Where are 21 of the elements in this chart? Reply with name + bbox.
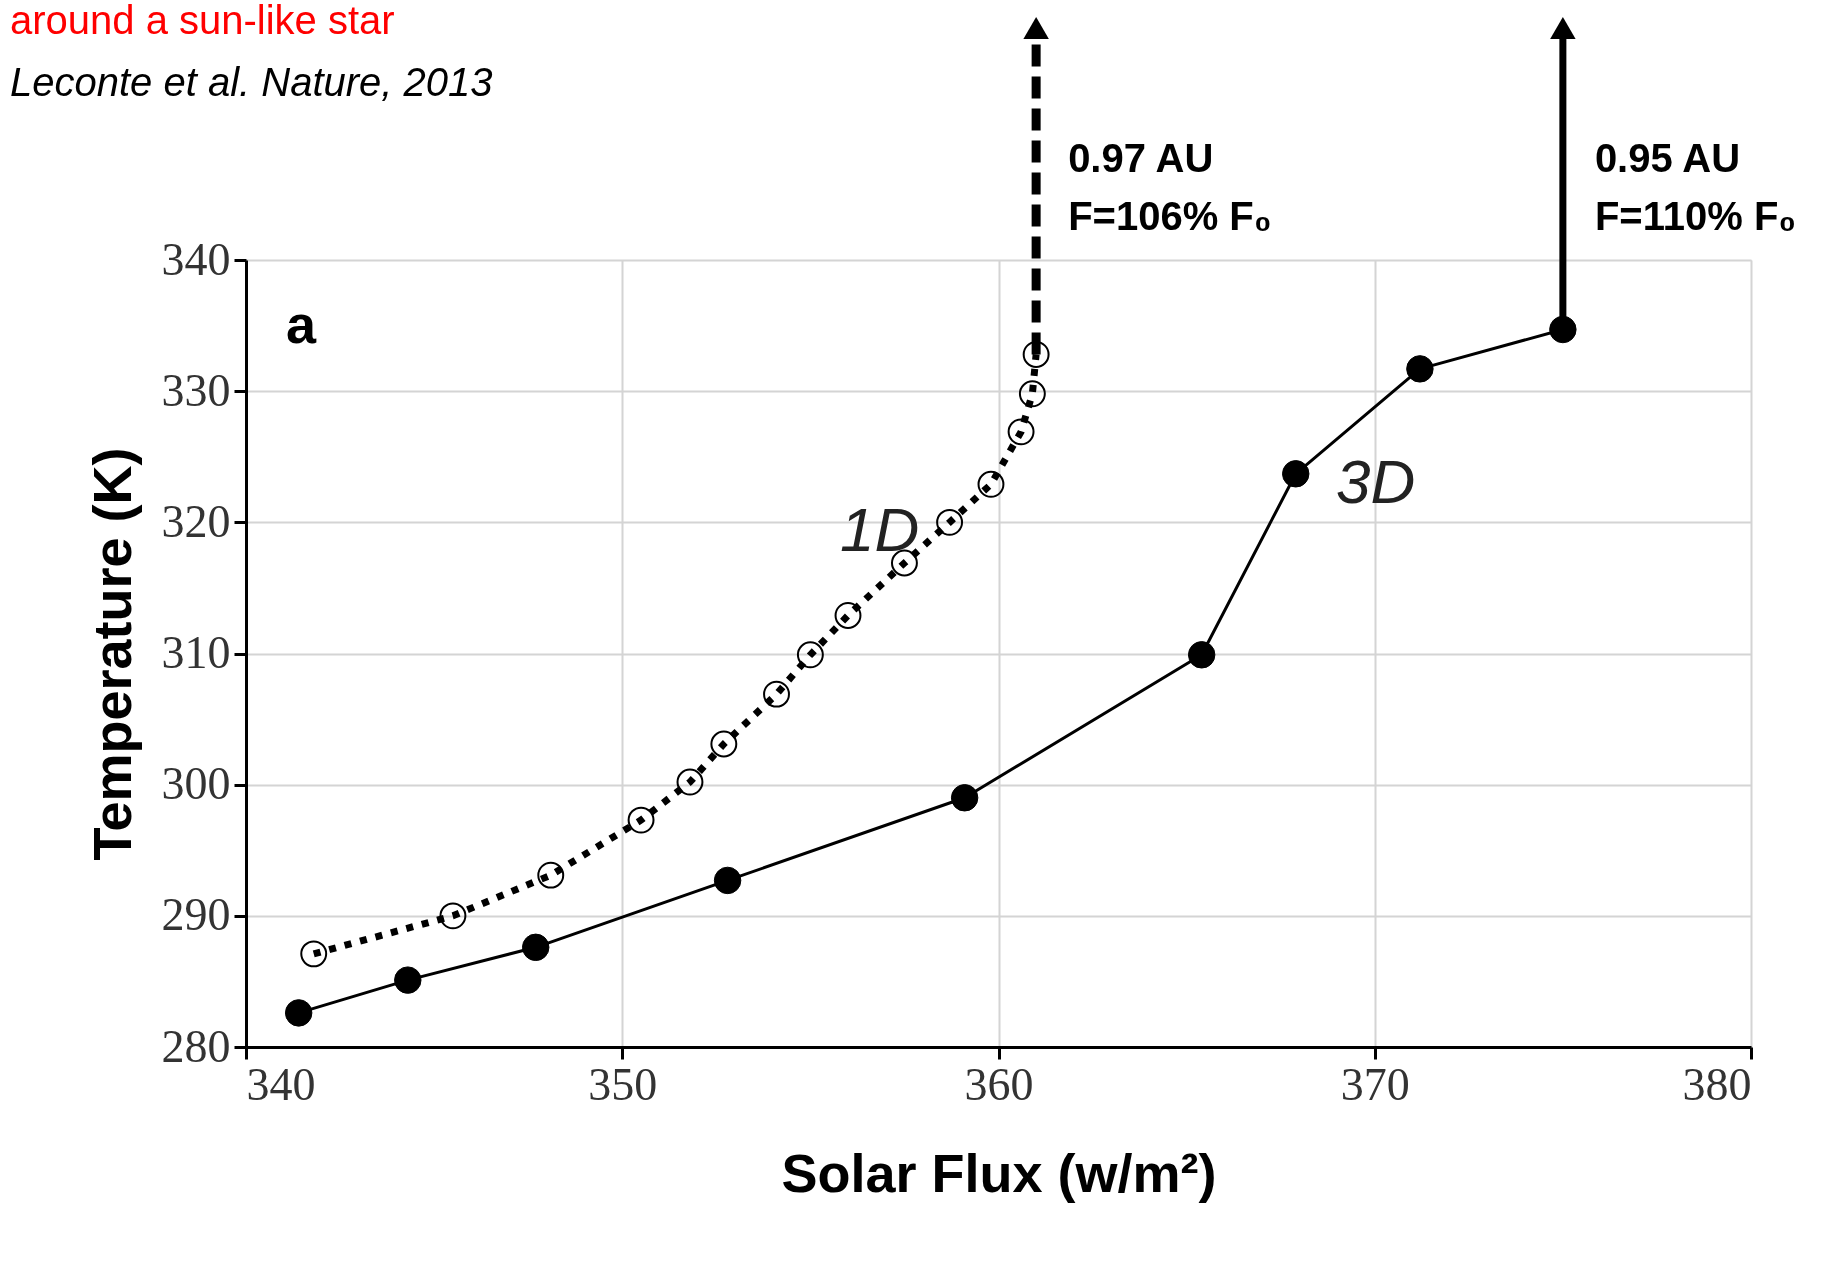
y-tick-label: 300 (161, 758, 231, 810)
x-tick-label: 340 (246, 1058, 316, 1110)
x-tick-label: 380 (1682, 1058, 1752, 1110)
y-tick-label: 310 (161, 627, 231, 678)
text: 0.97 AU F=106% F₀ (1068, 136, 1272, 238)
y-tick-label: 340 (161, 233, 231, 285)
series-label: 3D (1336, 446, 1416, 516)
y-axis-title: Temperature (K) (81, 447, 142, 861)
x-axis-title: Solar Flux (w/m²) (781, 1142, 1217, 1203)
x-tick-label: 360 (964, 1058, 1034, 1110)
series-label: 1D (839, 495, 920, 565)
chart-title: around a sun-like star (10, 0, 395, 42)
y-tick-label: 280 (161, 1020, 231, 1072)
x-tick-label: 370 (1340, 1058, 1410, 1110)
y-tick-label: 320 (161, 495, 231, 547)
x-tick-label: 350 (588, 1058, 658, 1110)
y-tick-label: 290 (161, 889, 231, 941)
y-tick-label: 330 (161, 364, 231, 416)
chart-subtitle: Leconte et al. Nature, 2013 (10, 60, 493, 104)
text: 0.95 AU F=110% F₀ (1594, 136, 1797, 238)
annotation: a (286, 294, 317, 354)
